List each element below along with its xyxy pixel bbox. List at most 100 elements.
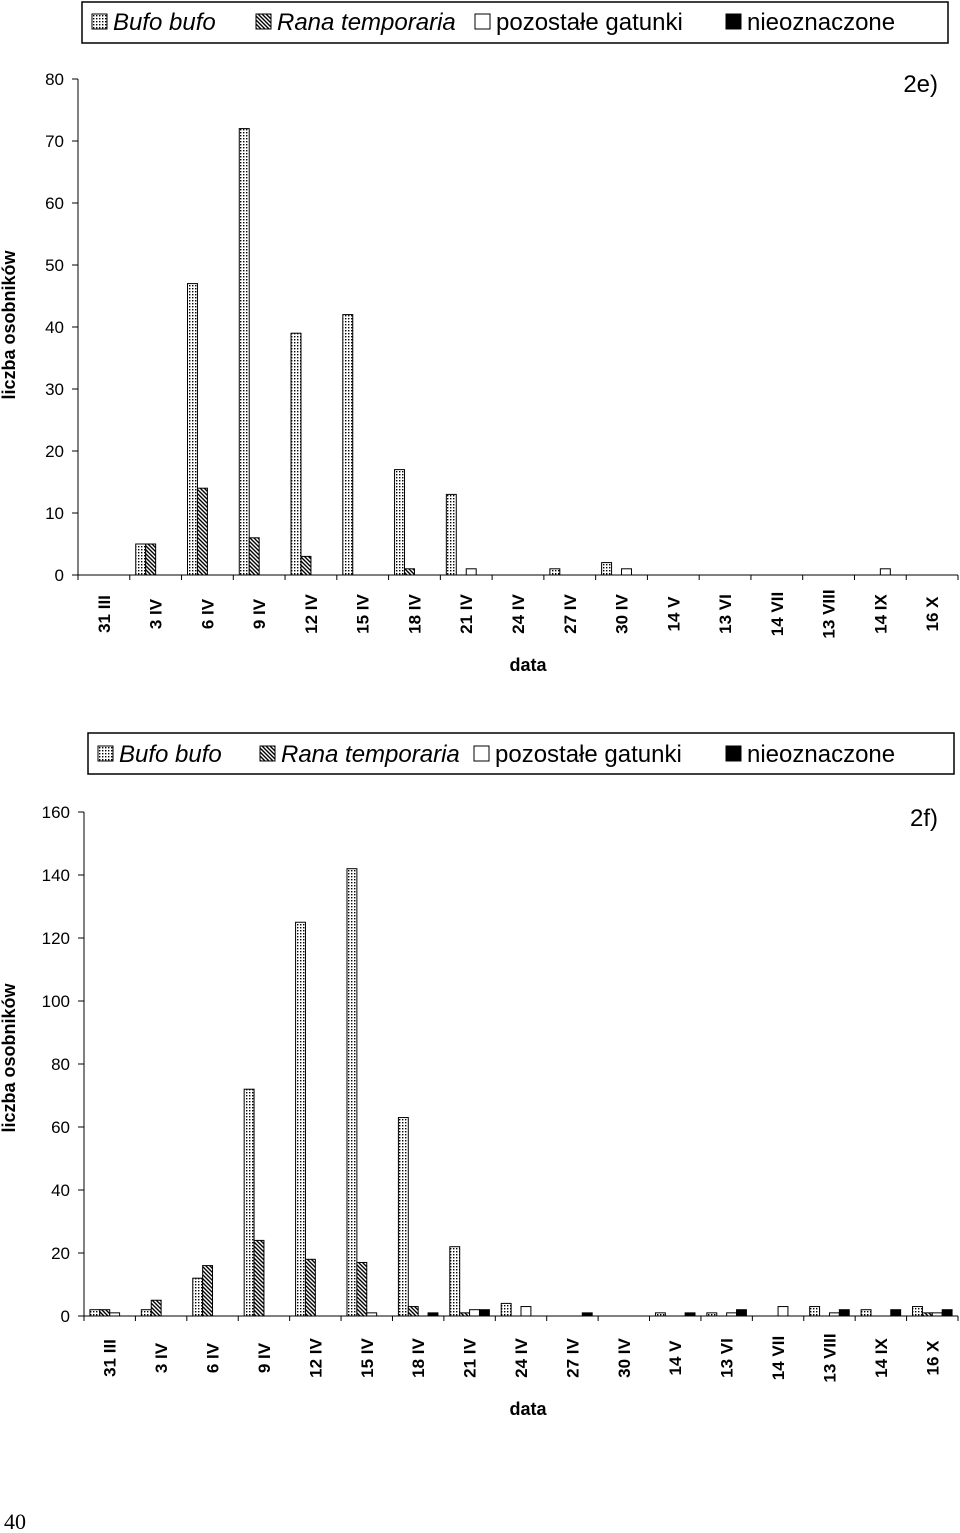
legend-label-nieoznaczone: nieoznaczone bbox=[747, 741, 895, 768]
bar-pozostale-gatunki bbox=[469, 1309, 480, 1317]
y-tick-label: 0 bbox=[61, 1307, 70, 1326]
x-tick-label: 16 X bbox=[923, 596, 942, 632]
y-axis-title-2f: liczba osobników bbox=[0, 982, 19, 1132]
x-tick-label: 18 IV bbox=[405, 593, 424, 633]
legend-swatch-pozostale-gatunki bbox=[473, 745, 490, 762]
y-tick-label: 60 bbox=[45, 194, 64, 213]
bar-rana-temporaria bbox=[356, 1261, 368, 1317]
bar-bufo-bufo bbox=[394, 469, 406, 576]
panel-label-2e: 2e) bbox=[903, 71, 938, 98]
bar-bufo-bufo bbox=[706, 1312, 718, 1317]
legend-label-bufo-bufo: Bufo bufo bbox=[119, 741, 222, 768]
x-tick-label: 16 X bbox=[923, 1340, 942, 1376]
legend-label-bufo-bufo: Bufo bufo bbox=[113, 9, 216, 36]
bar-pozostale-gatunki bbox=[879, 568, 891, 576]
bar-bufo-bufo bbox=[187, 283, 198, 576]
bar-rana-temporaria bbox=[196, 487, 208, 576]
bar-nieoznaczone bbox=[890, 1309, 902, 1317]
bar-bufo-bufo bbox=[500, 1302, 512, 1317]
x-tick-label: 9 IV bbox=[255, 1342, 274, 1373]
x-tick-label: 27 IV bbox=[563, 1337, 582, 1377]
x-tick-label: 13 VIII bbox=[820, 1333, 839, 1382]
bar-pozostale-gatunki bbox=[520, 1306, 532, 1317]
bar-rana-temporaria bbox=[248, 537, 260, 576]
y-axis-title-2e: liczba osobników bbox=[0, 249, 19, 399]
legend-label-pozostale-gatunki: pozostałe gatunki bbox=[495, 741, 682, 768]
y-tick-label: 160 bbox=[42, 803, 70, 822]
bar-bufo-bufo bbox=[238, 128, 250, 576]
plot-area-2e: 0 10 20 30 40 50 60 70 80 31 III 3 IV 6 IV 9 IV 12 IV… bbox=[45, 70, 959, 639]
legend-label-rana-temporaria: Rana temporaria bbox=[281, 741, 460, 768]
page-number: 40 bbox=[4, 1509, 26, 1533]
bar-bufo-bufo bbox=[346, 868, 358, 1317]
panel-label-2f: 2f) bbox=[910, 805, 938, 832]
x-tick-label: 12 IV bbox=[302, 593, 321, 633]
bar-pozostale-gatunki bbox=[465, 568, 477, 576]
bar-nieoznaczone bbox=[838, 1309, 850, 1317]
chart-2f: Bufo bufo Rana temporaria pozostałe gatunk… bbox=[0, 732, 959, 1419]
bar-bufo-bufo bbox=[601, 562, 613, 576]
x-tick-label: 3 IV bbox=[152, 1342, 171, 1373]
legend-swatch-pozostale-gatunki bbox=[474, 13, 491, 30]
legend-label-pozostale-gatunki: pozostałe gatunki bbox=[496, 9, 683, 36]
y-tick-label: 100 bbox=[42, 992, 70, 1011]
bar-pozostale-gatunki bbox=[726, 1312, 738, 1317]
bar-rana-temporaria bbox=[253, 1239, 265, 1317]
bar-rana-temporaria bbox=[300, 555, 312, 576]
y-tick-label: 30 bbox=[45, 380, 64, 399]
bar-bufo-bufo bbox=[192, 1277, 204, 1317]
y-tick-label: 40 bbox=[51, 1181, 70, 1200]
y-tick-label: 50 bbox=[45, 256, 64, 275]
bar-bufo-bufo bbox=[912, 1306, 923, 1317]
x-tick-label: 14 V bbox=[664, 596, 683, 632]
x-tick-label: 13 VI bbox=[716, 594, 735, 634]
y-tick-label: 70 bbox=[45, 132, 64, 151]
x-axis-title-2e: data bbox=[509, 655, 547, 675]
x-tick-label: 30 IV bbox=[613, 593, 632, 633]
legend-label-nieoznaczone: nieoznaczone bbox=[747, 9, 895, 36]
x-tick-label: 15 IV bbox=[354, 593, 373, 633]
x-tick-label: 14 IX bbox=[872, 1337, 891, 1377]
x-tick-label: 13 VI bbox=[718, 1338, 737, 1378]
bar-nieoznaczone bbox=[941, 1309, 953, 1317]
bar-pozostale-gatunki bbox=[931, 1312, 943, 1317]
legend-swatch-rana-temporaria bbox=[259, 745, 276, 762]
bar-rana-temporaria bbox=[921, 1312, 933, 1317]
x-tick-label: 12 IV bbox=[306, 1337, 325, 1377]
x-tick-label: 13 VIII bbox=[820, 589, 839, 638]
bar-rana-temporaria bbox=[99, 1309, 111, 1317]
bar-bufo-bufo bbox=[654, 1312, 666, 1317]
bar-bufo-bufo bbox=[342, 314, 354, 576]
bar-bufo-bufo bbox=[140, 1309, 152, 1317]
x-tick-label: 21 IV bbox=[461, 1337, 480, 1377]
y-tick-label: 20 bbox=[45, 442, 64, 461]
bar-bufo-bufo bbox=[290, 332, 302, 576]
bar-bufo-bufo bbox=[397, 1117, 409, 1317]
x-tick-label: 6 IV bbox=[198, 598, 217, 629]
legend-box-2e bbox=[81, 1, 949, 44]
x-tick-label: 14 V bbox=[666, 1340, 685, 1376]
bar-bufo-bufo bbox=[860, 1309, 872, 1317]
bar-rana-temporaria bbox=[304, 1258, 316, 1317]
legend-swatch-nieoznaczone bbox=[725, 745, 742, 762]
x-tick-label: 14 IX bbox=[871, 593, 890, 633]
plot-area-2f: 0 20 40 60 80 100 120 140 160 31 III 3 IV 6 IV 9 IV 1… bbox=[42, 803, 959, 1383]
x-tick-label: 18 IV bbox=[409, 1337, 428, 1377]
chart-2e: Bufo bufo Rana temporaria pozostałe gatunk… bbox=[0, 1, 959, 675]
x-tick-label: 30 IV bbox=[615, 1337, 634, 1377]
x-tick-label: 15 IV bbox=[358, 1337, 377, 1377]
legend-swatch-bufo-bufo bbox=[91, 13, 108, 30]
legend-label-rana-temporaria: Rana temporaria bbox=[277, 9, 456, 36]
bar-rana-temporaria bbox=[145, 543, 157, 576]
legend-swatch-bufo-bufo bbox=[97, 745, 114, 762]
x-tick-label: 31 III bbox=[95, 595, 114, 633]
y-tick-label: 120 bbox=[42, 929, 70, 948]
x-tick-label: 3 IV bbox=[147, 598, 166, 629]
bar-rana-temporaria bbox=[459, 1312, 471, 1317]
bar-nieoznaczone bbox=[581, 1312, 593, 1317]
y-tick-label: 40 bbox=[45, 318, 64, 337]
legend-swatch-nieoznaczone bbox=[725, 13, 742, 30]
bar-bufo-bufo bbox=[243, 1088, 255, 1317]
bar-pozostale-gatunki bbox=[109, 1312, 121, 1317]
bar-pozostale-gatunki bbox=[366, 1312, 378, 1317]
